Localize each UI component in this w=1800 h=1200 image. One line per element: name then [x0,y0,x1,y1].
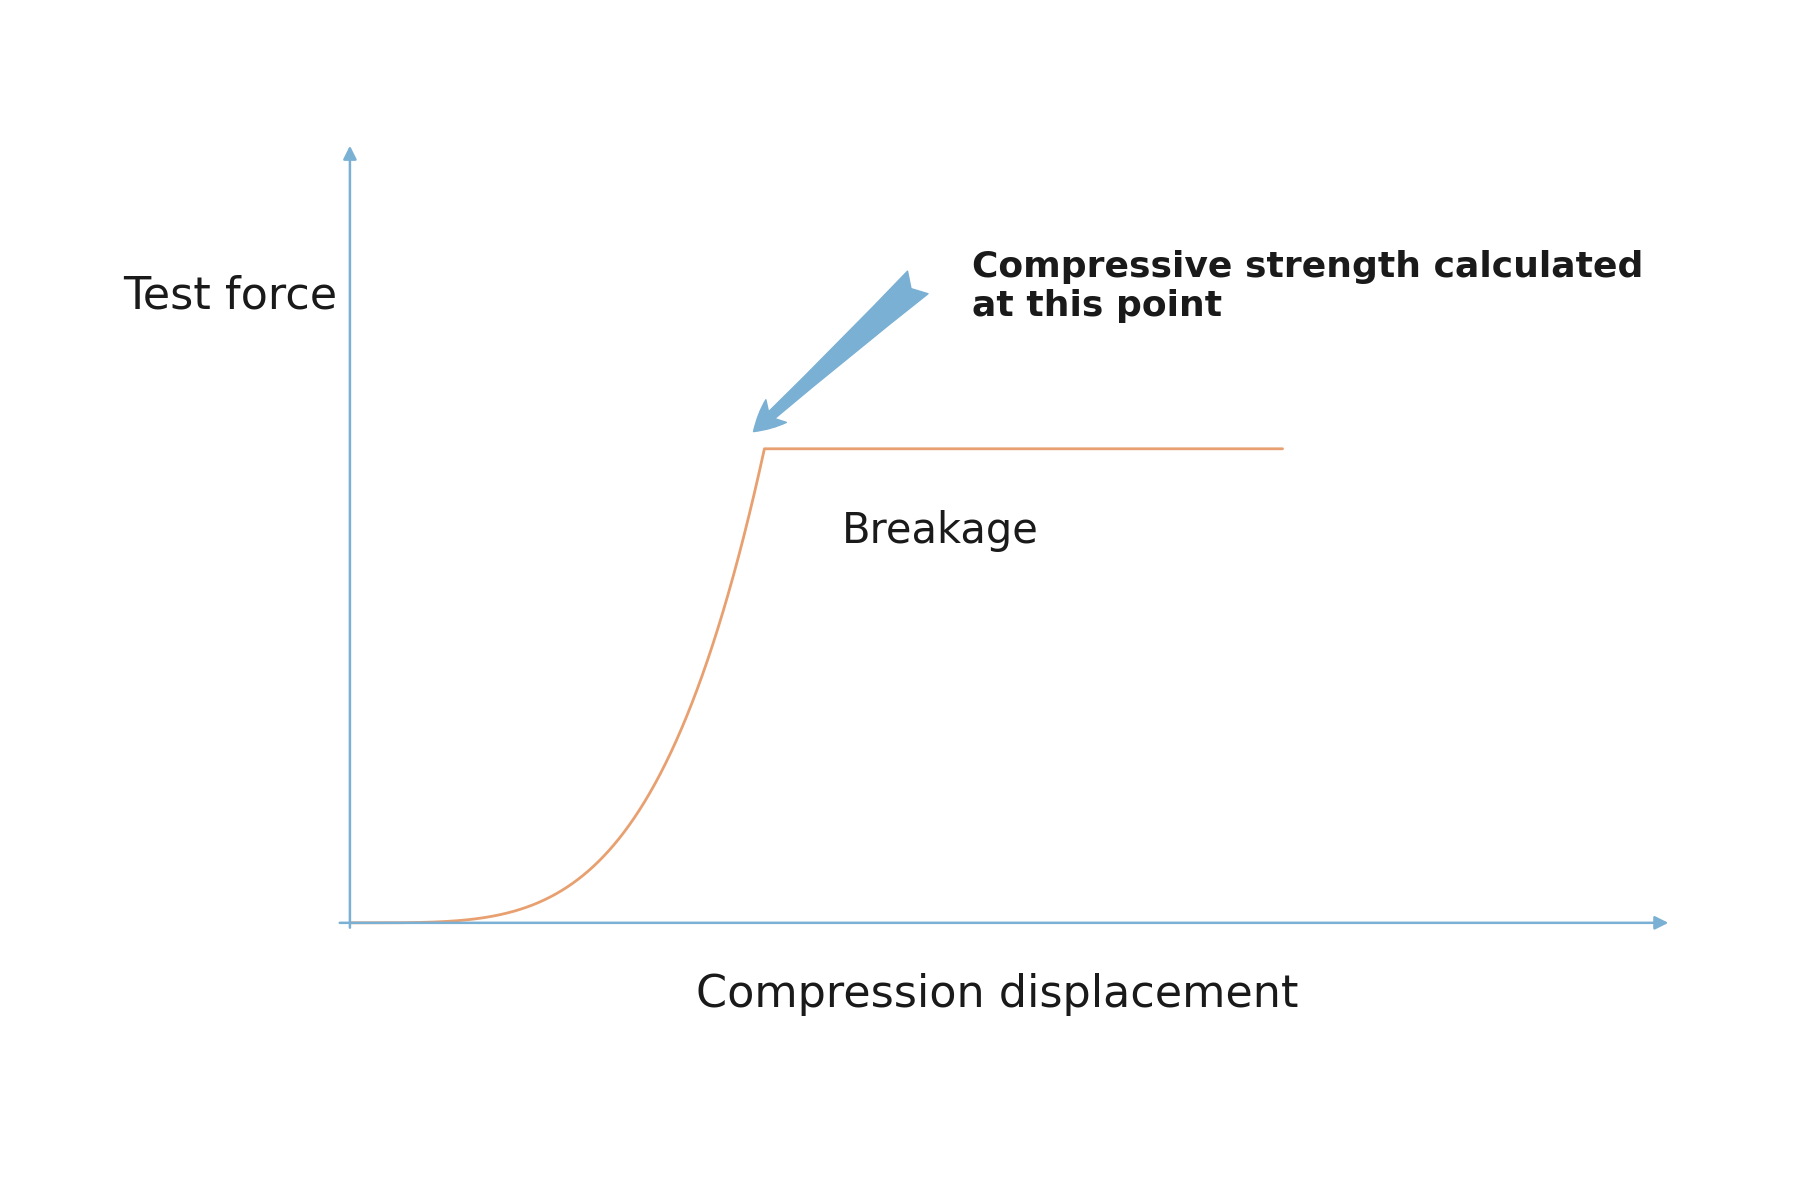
Text: Compression displacement: Compression displacement [697,972,1300,1015]
Text: Breakage: Breakage [842,510,1039,552]
Text: Compressive strength calculated
at this point: Compressive strength calculated at this … [972,250,1643,323]
Text: Test force: Test force [122,275,337,317]
